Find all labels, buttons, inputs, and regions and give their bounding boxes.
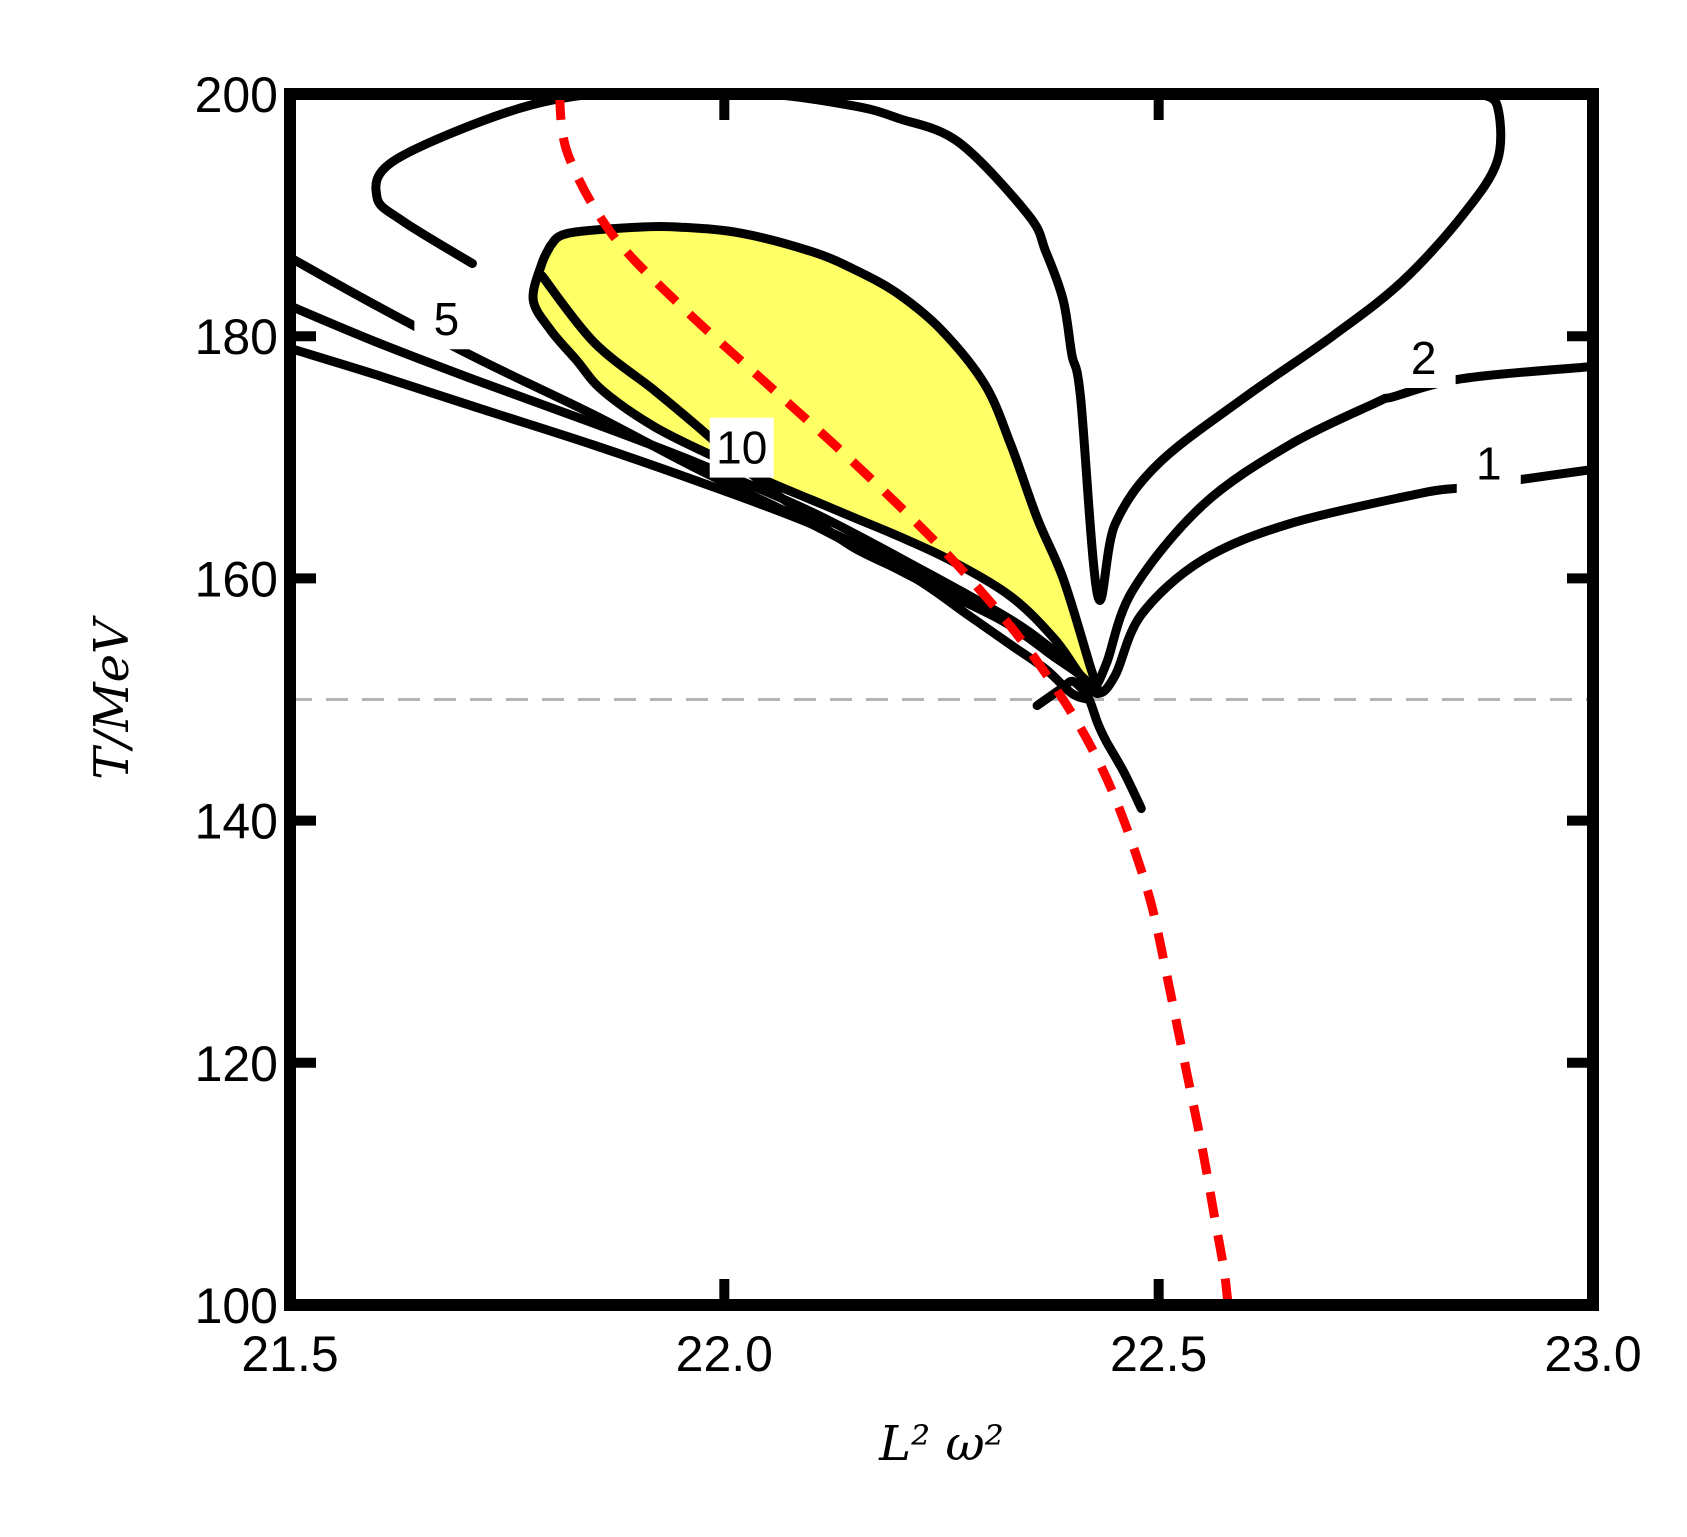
y-tick-label: 120 [195,1036,278,1092]
contour-label: 10 [716,422,767,474]
x-tick-label: 21.5 [241,1326,338,1382]
critical-curve [554,94,1233,1305]
y-tick-label: 180 [195,309,278,365]
y-tick-label: 200 [195,67,278,123]
plot-frame [284,88,1599,1311]
y-tick-label: 100 [195,1278,278,1334]
x-tick-label: 22.5 [1110,1326,1207,1382]
critical-layer [554,94,1233,1305]
contour-label: 1 [1476,437,1502,489]
contour-label-bg [1456,433,1521,494]
contour-label-bg [709,417,774,478]
contour-label-bg [414,289,479,350]
contour-layer [290,94,1593,813]
label-layer: 1 2 5 10 [414,289,1521,494]
x-tick-label: 22.0 [676,1326,773,1382]
y-tick-label: 160 [195,551,278,607]
y-axis-label: T/MeV [84,615,140,780]
x-tick-label: 23.0 [1544,1326,1641,1382]
tick-layer: 21.5 22.0 22.5 23.0 100 120 140 160 180 200 [195,67,1642,1382]
x-axis-label: L² ω² [878,1416,1004,1472]
contour-label: 5 [434,293,460,345]
contour-line-5 [371,94,1506,605]
contour-label-bg [1391,327,1456,388]
contour-label: 2 [1411,332,1437,384]
y-tick-label: 140 [195,794,278,850]
